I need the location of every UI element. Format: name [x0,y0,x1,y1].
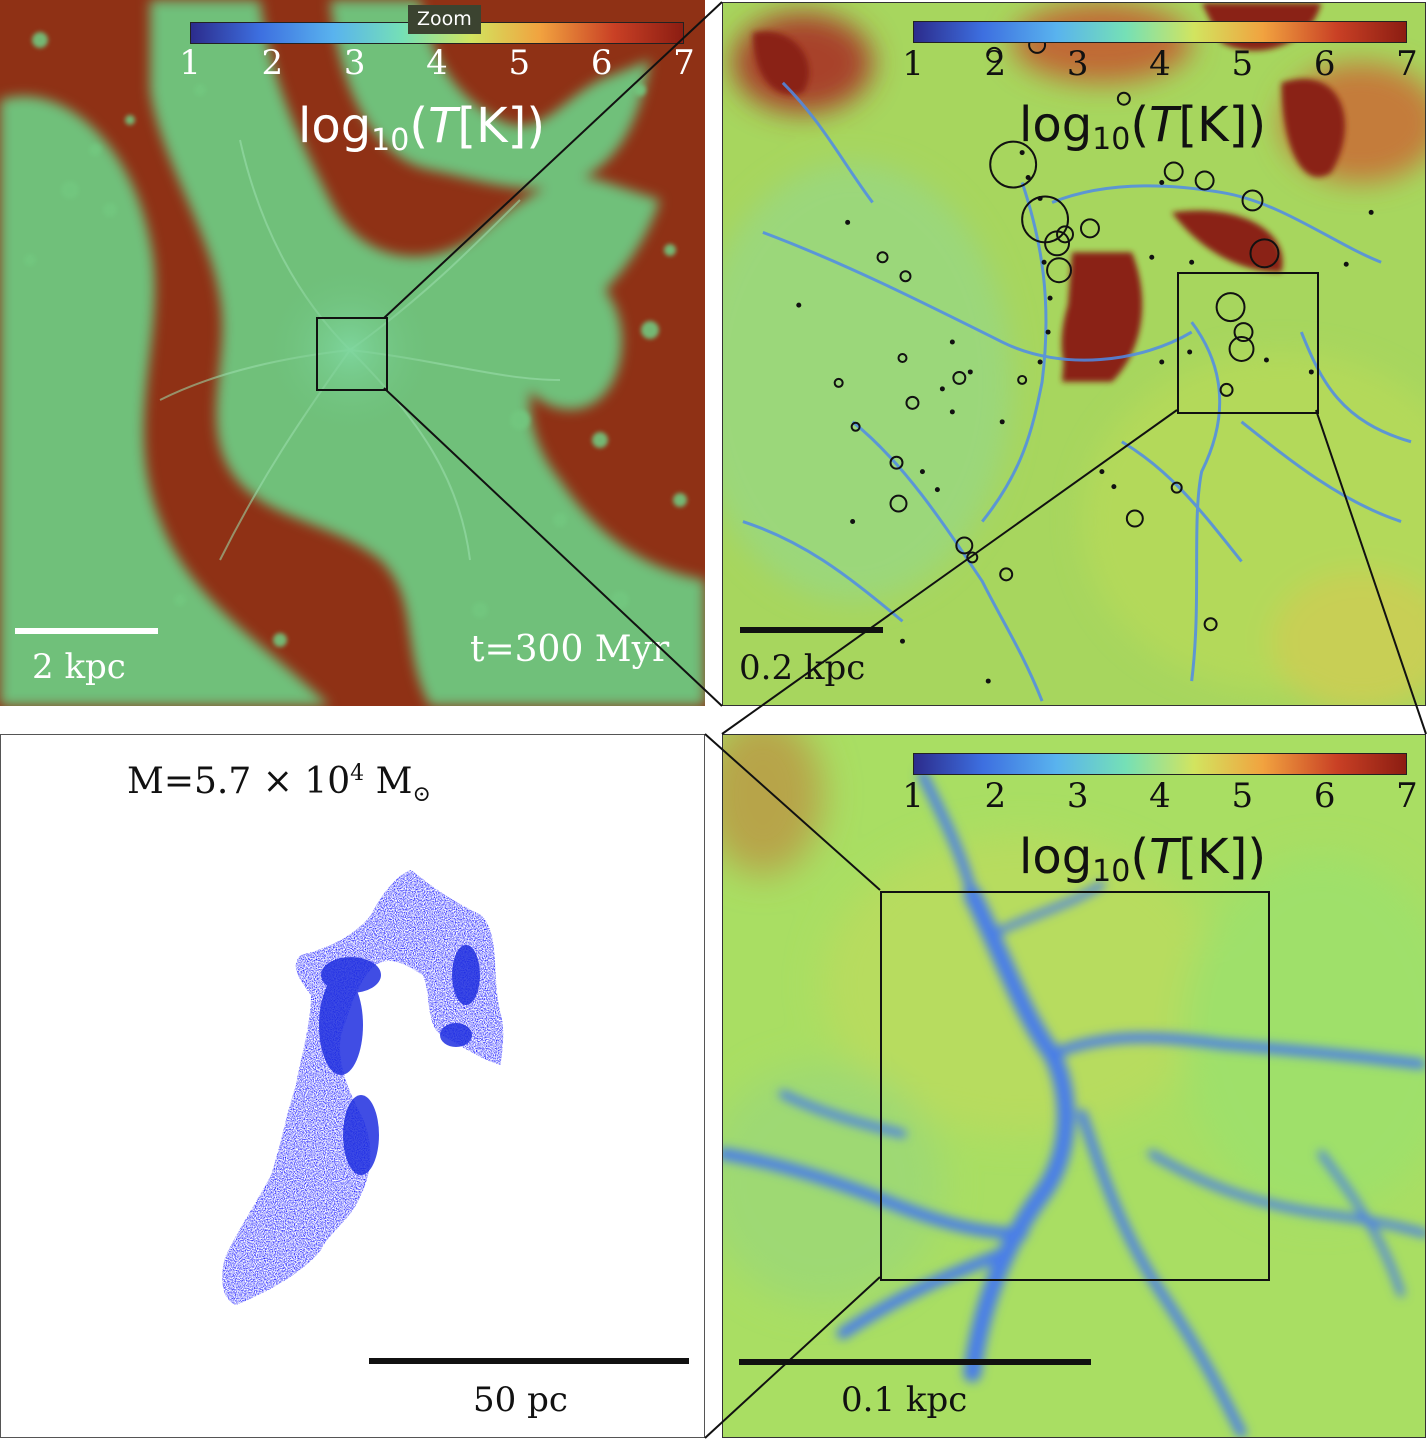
colorbar-ticks-top-left: 1 2 3 4 5 6 7 [179,43,695,83]
colorbar-label-bottom-right: log10(T[K]) [1019,829,1267,889]
panel-top-left: 1 2 3 4 5 6 7 log10(T[K]) 2 kpc t=300 My… [0,0,705,706]
colorbar-ticks-bottom-right: 1 2 3 4 5 6 7 [902,776,1418,816]
scale-label-top-left: 2 kpc [32,647,126,687]
panel-bottom-right: 1 2 3 4 5 6 7 log10(T[K]) 0.1 kpc [722,734,1426,1438]
panel-bottom-left: M=5.7 × 104 M⊙ 50 pc [0,734,705,1438]
scale-label-bottom-right: 0.1 kpc [841,1380,968,1420]
scale-label-bottom-left: 50 pc [473,1380,568,1420]
scale-label-top-right: 0.2 kpc [739,648,866,688]
scale-bar-bottom-right [739,1359,1091,1365]
colorbar-label-top-right: log10(T[K]) [1019,97,1267,157]
particle-cloud [222,870,504,1305]
colorbar-top-right [913,21,1407,43]
colorbar-label-top-left: log10(T[K]) [298,98,546,158]
colorbar-bottom-right [913,753,1407,775]
time-label: t=300 Myr [470,629,670,670]
scale-bar-top-right [740,627,883,633]
zoom-region-box [1177,272,1319,414]
zoom-button[interactable]: Zoom [408,5,481,34]
zoom-region-box [880,891,1270,1281]
scale-bar-top-left [15,628,158,634]
panel-top-right: 1 2 3 4 5 6 7 log10(T[K]) 0.2 kpc [722,2,1426,706]
zoom-region-box [316,317,388,391]
scale-bar-bottom-left [369,1358,689,1364]
colorbar-ticks-top-right: 1 2 3 4 5 6 7 [902,44,1418,84]
mass-label: M=5.7 × 104 M⊙ [127,761,431,808]
